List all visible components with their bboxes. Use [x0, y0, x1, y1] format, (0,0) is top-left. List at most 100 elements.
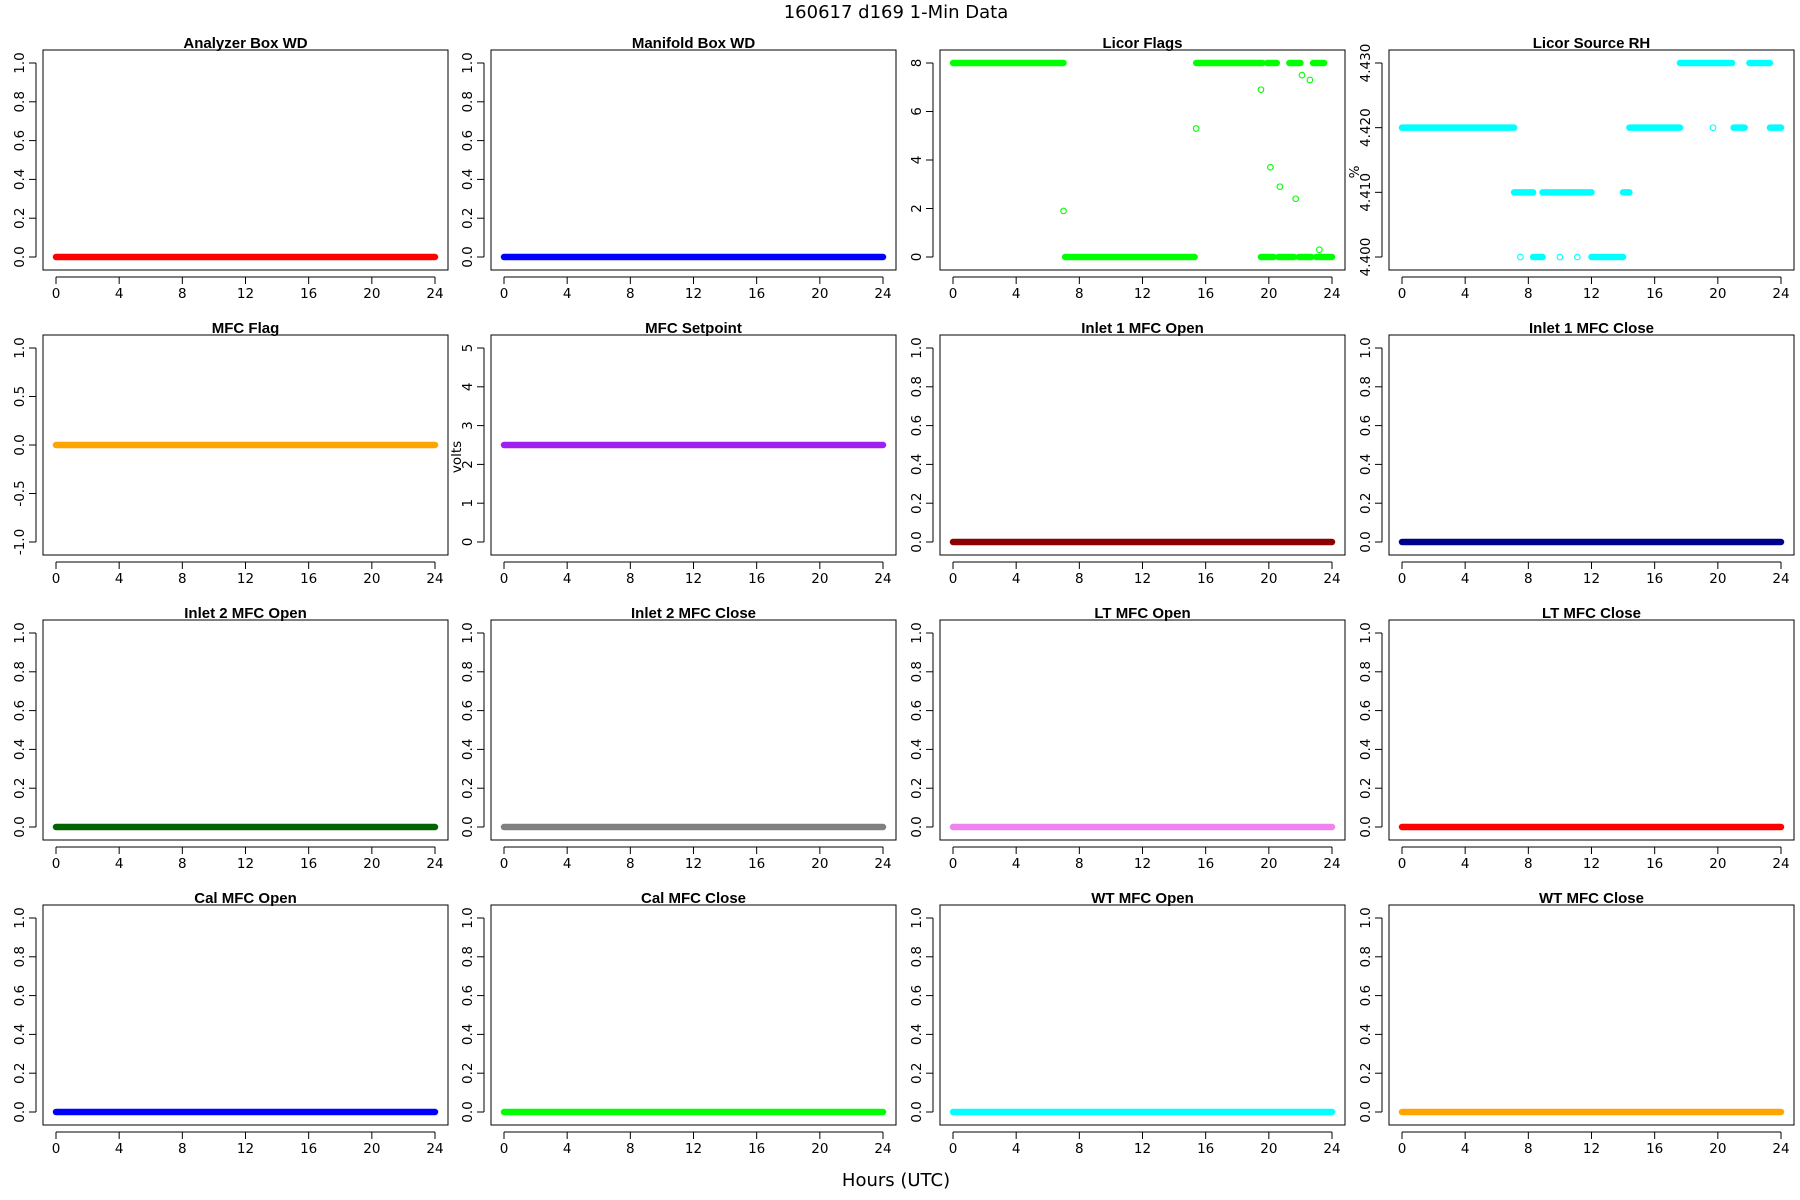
y-tick-label: 0 [909, 253, 925, 262]
x-tick-label: 4 [1012, 286, 1021, 302]
x-tick-label: 20 [811, 571, 828, 587]
x-tick-label: 24 [1772, 1141, 1789, 1157]
x-tick-label: 4 [563, 1141, 572, 1157]
panel-title: Licor Source RH [1533, 35, 1651, 52]
y-tick-label: 0.4 [1358, 739, 1374, 760]
data-point [1276, 183, 1284, 191]
x-tick-label: 20 [363, 286, 380, 302]
x-tick-label: 8 [178, 1141, 187, 1157]
y-tick-label: 4 [909, 156, 925, 165]
y-tick-label: 1.0 [460, 52, 476, 73]
y-tick-label: 0.0 [12, 434, 28, 455]
y-tick-label: 1 [460, 499, 476, 508]
data-point [1709, 124, 1717, 132]
y-axis-title: % [1347, 165, 1363, 178]
x-tick-label: 8 [626, 571, 635, 587]
x-tick-label: 24 [426, 286, 443, 302]
x-tick-label: 20 [811, 286, 828, 302]
x-tick-label: 16 [300, 1141, 317, 1157]
y-tick-label: 1.0 [12, 622, 28, 643]
x-tick-label: 24 [874, 1141, 891, 1157]
x-tick-label: 12 [1134, 571, 1151, 587]
x-tick-label: 8 [626, 1141, 635, 1157]
y-tick-label: 1.0 [12, 52, 28, 73]
x-tick-label: 12 [237, 1141, 254, 1157]
plot-frame [1388, 619, 1795, 841]
x-tick-label: 0 [949, 571, 958, 587]
y-tick-label: 4.400 [1358, 238, 1374, 277]
y-tick-label: 0.6 [460, 985, 476, 1006]
y-tick-label: 0.6 [1358, 700, 1374, 721]
x-tick-label: 4 [1461, 571, 1470, 587]
x-tick-label: 0 [1398, 856, 1407, 872]
panel-wt-mfc-open: WT MFC Open 0 4 8 12 16 20 24 0.0 0.2 0.4 0.6 0.8 1.0 [909, 890, 1346, 1157]
x-tick-label: 20 [811, 1141, 828, 1157]
x-tick-label: 4 [115, 1141, 124, 1157]
data-point [1192, 125, 1200, 132]
x-tick-label: 20 [363, 1141, 380, 1157]
y-tick-label: 0.6 [12, 700, 28, 721]
y-tick-label: 0.0 [460, 816, 476, 837]
data-point [1573, 253, 1581, 261]
plot-frame [939, 49, 1346, 271]
panel-inlet-1-mfc-close: Inlet 1 MFC Close 0 4 8 12 16 20 24 0.0 0.2 0.4 0.6… [1358, 320, 1795, 587]
y-tick-label: 0.0 [1358, 816, 1374, 837]
y-axis-title: volts [449, 441, 465, 473]
plot-frame [1388, 49, 1795, 271]
y-tick-label: 0.4 [909, 1024, 925, 1045]
panel-title: Licor Flags [1102, 35, 1182, 52]
data-point [1316, 246, 1323, 254]
x-tick-label: 20 [1260, 286, 1277, 302]
x-tick-label: 20 [1709, 286, 1726, 302]
panel-title: MFC Flag [212, 320, 280, 337]
x-tick-label: 12 [1583, 1141, 1600, 1157]
figure-title: 160617 d169 1-Min Data [784, 2, 1009, 23]
x-tick-label: 12 [1134, 1141, 1151, 1157]
y-tick-label: 0.2 [12, 1062, 28, 1083]
data-point [1257, 86, 1265, 94]
y-tick-label: 0.8 [460, 91, 476, 112]
x-tick-label: 8 [1524, 286, 1533, 302]
x-tick-label: 8 [626, 856, 635, 872]
x-tick-label: 8 [1075, 571, 1084, 587]
x-tick-label: 20 [363, 856, 380, 872]
y-tick-label: 0.8 [1358, 946, 1374, 967]
y-tick-label: 5 [460, 344, 476, 353]
x-tick-label: 24 [426, 1141, 443, 1157]
y-tick-label: 0.0 [460, 246, 476, 267]
y-tick-label: 1.0 [1358, 337, 1374, 358]
panel-title: Manifold Box WD [632, 35, 755, 52]
x-tick-label: 4 [1461, 1141, 1470, 1157]
y-tick-label: 0.4 [1358, 454, 1374, 475]
x-tick-label: 12 [1134, 856, 1151, 872]
y-tick-label: 0.4 [460, 739, 476, 760]
y-tick-label: 0.8 [460, 661, 476, 682]
y-tick-label: 0.4 [12, 739, 28, 760]
panel-title: LT MFC Open [1094, 605, 1190, 622]
y-tick-label: 0.0 [12, 246, 28, 267]
plot-frame [939, 334, 1346, 556]
y-tick-label: 4.410 [1358, 173, 1374, 212]
x-tick-label: 8 [178, 856, 187, 872]
plot-frame [1388, 334, 1795, 556]
y-tick-label: 4.430 [1358, 44, 1374, 83]
plot-frame [490, 904, 897, 1126]
x-tick-label: 16 [1646, 286, 1663, 302]
y-tick-label: 0.5 [12, 386, 28, 407]
y-tick-label: 0.6 [909, 985, 925, 1006]
x-tick-label: 0 [52, 571, 61, 587]
y-tick-label: 0.8 [1358, 661, 1374, 682]
x-tick-label: 0 [1398, 1141, 1407, 1157]
y-tick-label: 0.6 [1358, 415, 1374, 436]
plot-frame [490, 619, 897, 841]
x-tick-label: 24 [874, 286, 891, 302]
x-tick-label: 4 [1461, 286, 1470, 302]
x-tick-label: 24 [426, 571, 443, 587]
x-tick-label: 16 [748, 571, 765, 587]
x-tick-label: 16 [1646, 856, 1663, 872]
y-tick-label: 0.6 [460, 700, 476, 721]
x-tick-label: 4 [115, 856, 124, 872]
x-tick-label: 20 [811, 856, 828, 872]
x-tick-label: 8 [178, 286, 187, 302]
x-tick-label: 12 [1134, 286, 1151, 302]
